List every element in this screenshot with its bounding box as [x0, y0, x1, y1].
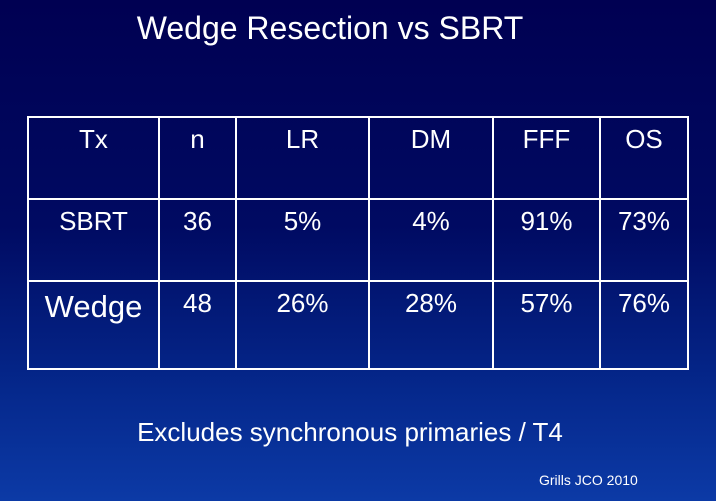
table-cell-lr: 5% — [235, 198, 370, 282]
footer-note: Excludes synchronous primaries / T4 — [137, 417, 563, 447]
header-cell-dm: DM — [368, 116, 494, 200]
table-header-row: Tx n LR DM FFF OS — [27, 116, 689, 200]
header-cell-tx: Tx — [27, 116, 160, 200]
table-cell-n: 48 — [158, 280, 237, 370]
header-cell-fff: FFF — [492, 116, 601, 200]
table-cell-lr: 26% — [235, 280, 370, 370]
table-cell-n: 36 — [158, 198, 237, 282]
citation: Grills JCO 2010 — [539, 472, 638, 488]
table-cell-tx: Wedge — [27, 280, 160, 370]
table-cell-dm: 28% — [368, 280, 494, 370]
table-row: Wedge 48 26% 28% 57% 76% — [27, 280, 689, 370]
table-cell-tx: SBRT — [27, 198, 160, 282]
header-cell-n: n — [158, 116, 237, 200]
table-cell-os: 76% — [599, 280, 689, 370]
table-cell-fff: 91% — [492, 198, 601, 282]
header-cell-lr: LR — [235, 116, 370, 200]
header-cell-os: OS — [599, 116, 689, 200]
table-cell-fff: 57% — [492, 280, 601, 370]
slide-title: Wedge Resection vs SBRT — [136, 10, 524, 46]
table-cell-os: 73% — [599, 198, 689, 282]
table-row: SBRT 36 5% 4% 91% 73% — [27, 198, 689, 282]
results-table: Tx n LR DM FFF OS SBRT 36 5% 4% 91% 73% … — [27, 116, 689, 370]
table-cell-dm: 4% — [368, 198, 494, 282]
